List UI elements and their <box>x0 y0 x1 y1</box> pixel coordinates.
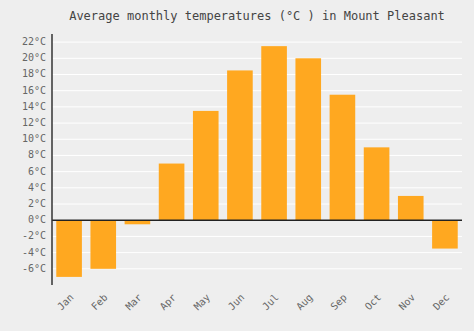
bar <box>193 111 219 220</box>
bars <box>56 46 457 277</box>
y-tick-label: 18°C <box>22 68 46 79</box>
grid-line <box>52 42 462 43</box>
x-tick-label: Jan <box>55 292 76 313</box>
bar <box>364 147 390 220</box>
y-tick-label: -2°C <box>22 230 46 241</box>
bar <box>432 220 458 248</box>
background <box>0 0 474 331</box>
y-tick-label: -4°C <box>22 247 46 258</box>
y-tick-label: 0°C <box>28 214 46 225</box>
x-tick-label: Aug <box>294 292 315 313</box>
title: Average monthly temperatures (°C ) in Mo… <box>69 9 445 23</box>
bar <box>90 220 116 269</box>
x-tick-label: Dec <box>431 292 452 313</box>
bar <box>227 70 253 220</box>
x-tick-label: Sep <box>328 292 349 313</box>
grid-line <box>52 90 462 91</box>
grid-line <box>52 123 462 124</box>
grid-line <box>52 139 462 140</box>
bar <box>295 58 321 220</box>
y-tick-label: -6°C <box>22 263 46 274</box>
x-tick-label: Jun <box>226 292 247 313</box>
grid-line <box>52 187 462 188</box>
bar <box>261 46 287 220</box>
y-tick-label: 8°C <box>28 149 46 160</box>
grid-line <box>52 220 462 221</box>
zero-line <box>52 219 462 221</box>
grid-line <box>52 74 462 75</box>
y-tick-label: 4°C <box>28 182 46 193</box>
y-axis-line <box>51 34 53 285</box>
bar <box>330 95 356 220</box>
grid-line <box>52 58 462 59</box>
y-tick-labels: -6°C -4°C -2°C 0°C 2°C 4°C 6°C 8°C 10°C 12°C 14°C 1… <box>22 36 46 274</box>
x-tick-label: Feb <box>89 292 110 313</box>
y-tick-label: 22°C <box>22 36 46 47</box>
chart-container: -6°C -4°C -2°C 0°C 2°C 4°C 6°C 8°C 10°C 12°C 14°C 1… <box>0 0 474 331</box>
grid-line <box>52 171 462 172</box>
x-tick-label: May <box>192 292 213 313</box>
bar <box>398 196 424 220</box>
x-tick-label: Oct <box>363 292 384 313</box>
y-tick-label: 16°C <box>22 85 46 96</box>
x-tick-label: Mar <box>123 292 144 313</box>
x-tick-label: Jul <box>260 292 281 313</box>
x-tick-label: Nov <box>397 292 418 313</box>
y-tick-label: 6°C <box>28 166 46 177</box>
x-tick-label: Apr <box>158 292 179 313</box>
x-tick-labels: Jan Feb Mar Apr May Jun Jul Aug Sep Oct Nov Dec <box>55 292 451 313</box>
y-tick-label: 14°C <box>22 101 46 112</box>
grid-line <box>52 155 462 156</box>
chart-svg: -6°C -4°C -2°C 0°C 2°C 4°C 6°C 8°C 10°C 12°C 14°C 1… <box>0 0 474 331</box>
y-tick-label: 20°C <box>22 52 46 63</box>
grid <box>52 42 462 269</box>
bar <box>159 164 185 221</box>
bar <box>56 220 82 277</box>
grid-line <box>52 106 462 107</box>
y-tick-label: 10°C <box>22 133 46 144</box>
y-tick-label: 2°C <box>28 198 46 209</box>
y-tick-label: 12°C <box>22 117 46 128</box>
